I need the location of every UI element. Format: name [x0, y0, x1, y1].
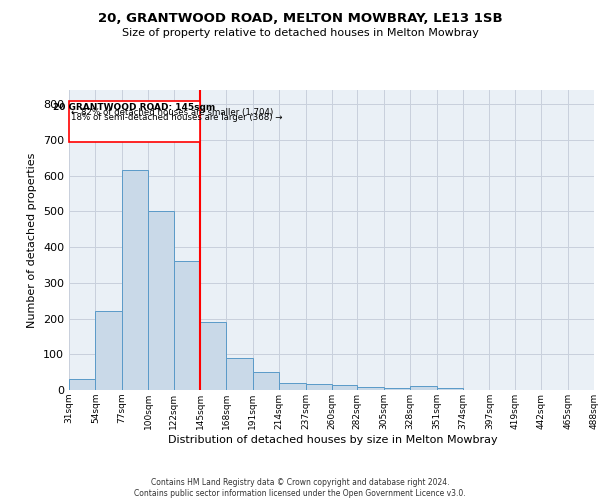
Bar	[69, 380, 95, 390]
Bar	[69, 100, 200, 142]
Text: 20, GRANTWOOD ROAD, MELTON MOWBRAY, LE13 1SB: 20, GRANTWOOD ROAD, MELTON MOWBRAY, LE13…	[98, 12, 502, 26]
Bar	[173, 262, 200, 390]
Bar	[358, 387, 384, 390]
Bar	[332, 384, 358, 390]
Text: Contains HM Land Registry data © Crown copyright and database right 2024.
Contai: Contains HM Land Registry data © Crown c…	[134, 478, 466, 498]
Bar	[148, 212, 173, 390]
Bar	[253, 372, 279, 390]
Text: 20 GRANTWOOD ROAD: 145sqm: 20 GRANTWOOD ROAD: 145sqm	[53, 103, 215, 112]
Text: Size of property relative to detached houses in Melton Mowbray: Size of property relative to detached ho…	[122, 28, 478, 38]
Text: Distribution of detached houses by size in Melton Mowbray: Distribution of detached houses by size …	[168, 435, 498, 445]
Bar	[122, 170, 148, 390]
Bar	[437, 388, 463, 390]
Text: 18% of semi-detached houses are larger (368) →: 18% of semi-detached houses are larger (…	[71, 112, 283, 122]
Bar	[226, 358, 253, 390]
Y-axis label: Number of detached properties: Number of detached properties	[28, 152, 37, 328]
Bar	[95, 312, 122, 390]
Bar	[200, 322, 226, 390]
Bar	[410, 386, 437, 390]
Bar	[305, 384, 332, 390]
Bar	[279, 383, 305, 390]
Text: ← 82% of detached houses are smaller (1,704): ← 82% of detached houses are smaller (1,…	[71, 108, 274, 117]
Bar	[384, 388, 410, 390]
